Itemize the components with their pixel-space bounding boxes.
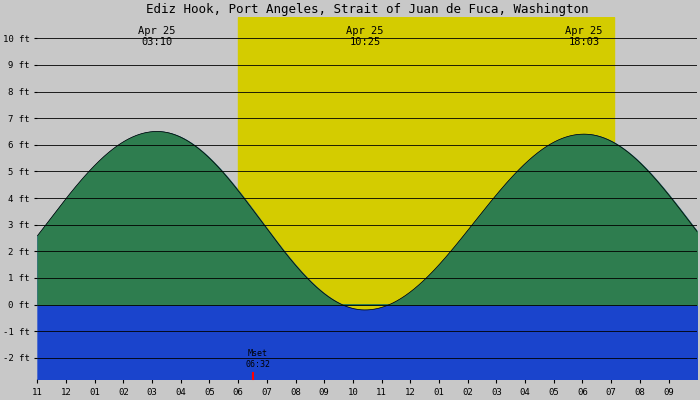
Text: Apr 25
03:10: Apr 25 03:10: [138, 26, 176, 47]
Text: Apr 25
10:25: Apr 25 10:25: [346, 26, 384, 47]
Title: Ediz Hook, Port Angeles, Strait of Juan de Fuca, Washington: Ediz Hook, Port Angeles, Strait of Juan …: [146, 3, 589, 16]
Text: Apr 25
18:03: Apr 25 18:03: [565, 26, 603, 47]
Bar: [238, 17, 614, 379]
Text: Mset
06:32: Mset 06:32: [245, 349, 270, 369]
